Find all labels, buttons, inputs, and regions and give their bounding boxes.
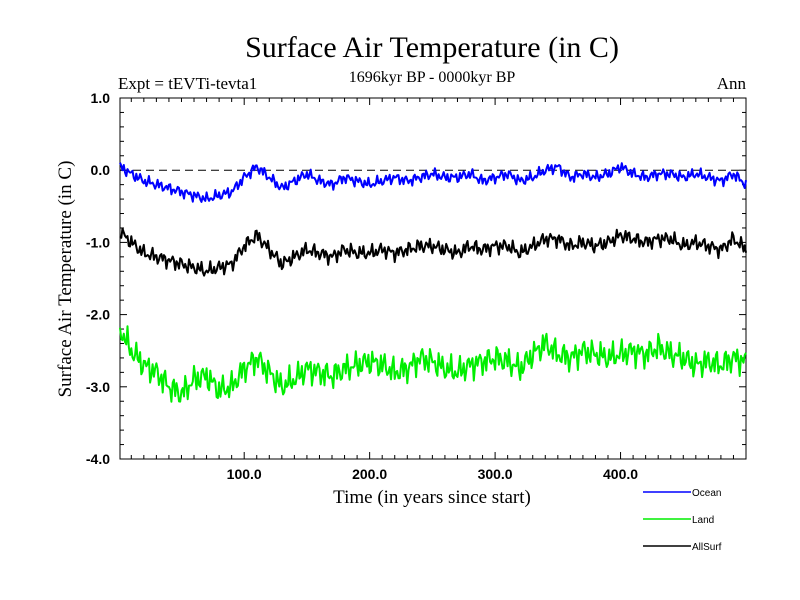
x-axis-label: Time (in years since start) xyxy=(333,487,531,508)
x-tick-label: 400.0 xyxy=(603,466,638,482)
y-tick-label: 0.0 xyxy=(91,162,111,178)
x-tick-label: 100.0 xyxy=(227,466,262,482)
series-line-ocean xyxy=(119,162,747,203)
series-line-allsurf xyxy=(119,227,747,277)
legend-label-ocean: Ocean xyxy=(692,488,721,499)
experiment-label: Expt = tEVTi-tevta1 xyxy=(118,74,257,93)
y-axis-label: Surface Air Temperature (in C) xyxy=(55,161,76,398)
series-layer xyxy=(119,162,747,403)
chart-subtitle: 1696kyr BP - 0000kyr BP xyxy=(349,69,516,86)
x-tick-label: 200.0 xyxy=(352,466,387,482)
y-tick-label: -4.0 xyxy=(86,451,110,467)
y-tick-label: -3.0 xyxy=(86,379,110,395)
axis-ticks: 1.0 0.0 -1.0 -2.0 -3.0 -4.0 100.0 200.0 300.0 400… xyxy=(86,90,746,482)
season-label: Ann xyxy=(717,74,747,93)
legend: Ocean Land AllSurf xyxy=(643,488,722,553)
x-tick-label: 300.0 xyxy=(478,466,513,482)
y-tick-label: -2.0 xyxy=(86,307,110,323)
y-tick-label: 1.0 xyxy=(91,90,111,106)
series-line-land xyxy=(119,325,747,403)
plot-frame xyxy=(119,97,747,460)
legend-label-land: Land xyxy=(692,515,714,526)
chart-title: Surface Air Temperature (in C) xyxy=(245,31,619,64)
y-tick-label: -1.0 xyxy=(86,234,110,250)
legend-label-allsurf: AllSurf xyxy=(692,542,722,553)
